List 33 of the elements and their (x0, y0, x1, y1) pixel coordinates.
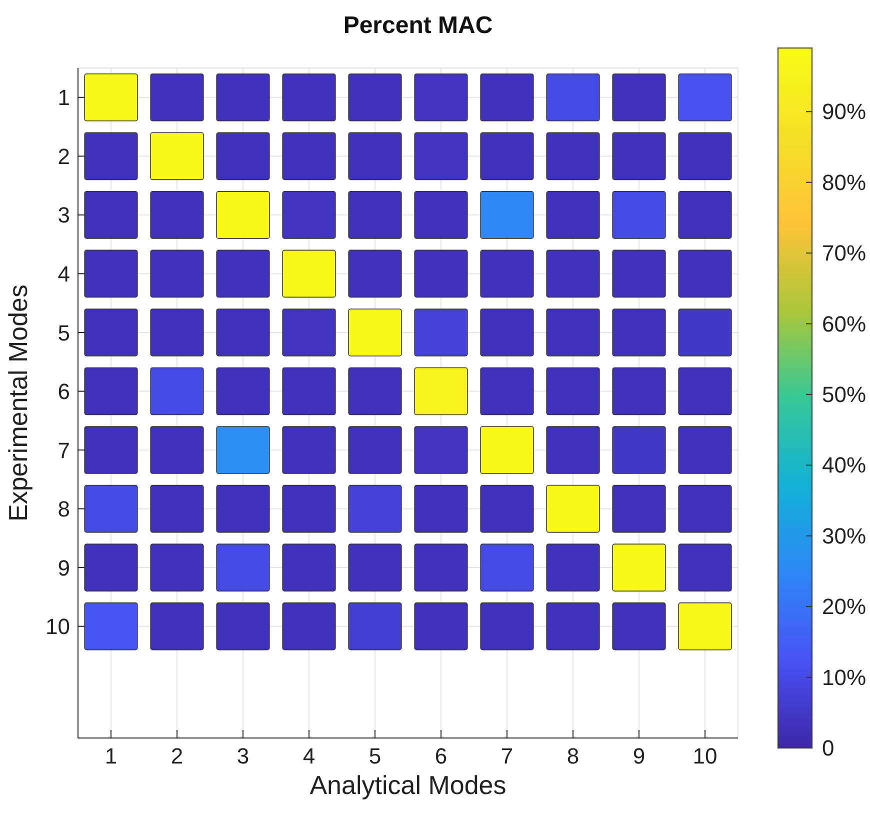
y-axis-title: Experimental Modes (3, 284, 34, 522)
x-axis-title: Analytical Modes (310, 770, 506, 800)
x-tick-label: 1 (104, 744, 118, 769)
y-tick-label: 6 (58, 379, 70, 404)
x-tick-label: 9 (632, 744, 646, 769)
x-tick-label: 7 (500, 744, 514, 769)
color-bar-label: 80% (822, 170, 866, 195)
y-tick-label: 2 (58, 144, 70, 169)
color-bar-label: 60% (822, 311, 866, 336)
color-bar-label: 50% (822, 382, 866, 407)
color-bar-label: 30% (822, 523, 866, 548)
y-tick-label: 8 (58, 496, 70, 522)
y-tick-label: 4 (58, 262, 70, 287)
x-tick-label: 5 (368, 744, 382, 769)
y-tick-label: 7 (58, 438, 70, 463)
y-tick-label: 10 (46, 614, 70, 640)
color-bar-label: 70% (822, 240, 866, 266)
x-tick-label: 8 (566, 744, 580, 769)
color-bar-label: 20% (822, 594, 866, 620)
color-bar-label: 0 (822, 736, 834, 760)
y-tick-label: 9 (58, 555, 70, 580)
x-tick-label: 3 (236, 744, 250, 769)
y-tick-label: 5 (58, 320, 70, 346)
x-tick-label: 6 (434, 744, 448, 769)
chart-title: Percent MAC (342, 12, 494, 40)
y-tick-label: 3 (58, 202, 70, 228)
color-bar-label: 40% (822, 452, 866, 478)
x-tick-label: 10 (692, 744, 718, 769)
y-tick-label: 1 (58, 85, 70, 110)
x-tick-label: 4 (302, 744, 316, 769)
color-bar-label: 10% (822, 664, 866, 690)
x-tick-label: 2 (170, 744, 184, 769)
color-bar-label: 90% (822, 99, 866, 124)
